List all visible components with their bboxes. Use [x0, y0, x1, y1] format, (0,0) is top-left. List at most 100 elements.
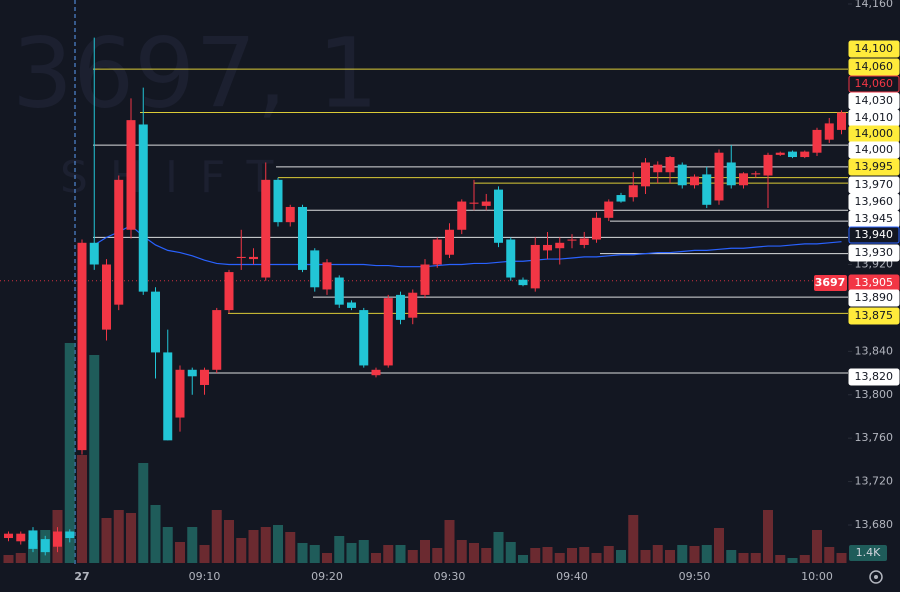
volume-bar [444, 520, 455, 563]
candle-body [408, 292, 418, 318]
level-label-box [848, 141, 900, 159]
volume-bar [89, 355, 100, 563]
candle-body [40, 539, 50, 553]
volume-bar [358, 540, 369, 563]
candle-body [163, 352, 173, 441]
volume-bar [542, 547, 553, 563]
volume-label-box [849, 545, 887, 561]
volume-bar [175, 542, 185, 563]
candle-body [371, 369, 381, 376]
level-tag-box [814, 275, 847, 291]
level-label-box [848, 368, 900, 386]
level-label-box [848, 193, 900, 211]
candle-body [726, 162, 736, 186]
volume-bar [701, 545, 712, 563]
level-label: 14,030 [855, 94, 894, 107]
candle-body [359, 310, 369, 366]
volume-bar [432, 548, 443, 563]
volume-bar [689, 546, 700, 563]
candle-body [89, 242, 99, 265]
candle-body [138, 124, 148, 292]
volume-bar [714, 528, 724, 563]
candle-body [4, 533, 13, 539]
volume-bar [420, 540, 430, 563]
candle-body [788, 151, 797, 158]
volume-bar [407, 550, 418, 563]
volume-bar [64, 343, 75, 563]
volume-bar [518, 555, 528, 563]
candle-body [702, 174, 712, 205]
candle-body [469, 202, 479, 204]
candle-body [310, 250, 320, 288]
candle-body [690, 176, 699, 186]
level-label: 14,100 [855, 42, 894, 55]
volume-bar [775, 555, 786, 563]
x-tick-label: 09:50 [679, 570, 711, 583]
candle-body [16, 533, 26, 542]
volume-bar [322, 553, 332, 563]
volume-bar [273, 525, 283, 563]
volume-bar [763, 510, 773, 563]
volume-bar [113, 510, 124, 563]
candle-body [151, 291, 160, 353]
candle-body [800, 151, 810, 158]
x-tick-label: 09:20 [311, 570, 343, 583]
candle-body [530, 244, 540, 289]
volume-bar [812, 530, 822, 563]
candle-body [543, 244, 552, 251]
candle-body [77, 242, 87, 451]
volume-bar [505, 542, 516, 563]
volume-bar [126, 513, 136, 563]
candle-body [616, 195, 626, 202]
volume-bar [665, 550, 675, 563]
candle-body [641, 162, 650, 187]
volume-bar [677, 545, 688, 563]
settings-button[interactable] [869, 570, 883, 584]
volume-bar [493, 532, 504, 563]
gear-icon[interactable] [869, 570, 883, 584]
level-label-box [848, 58, 900, 76]
volume-bar [236, 538, 247, 563]
candle-body [775, 152, 785, 155]
volume-bar [738, 553, 749, 563]
volume-bar [138, 463, 149, 563]
volume-bar [260, 527, 271, 563]
y-tick-label: 13,720 [855, 475, 894, 488]
level-label: 14,000 [855, 127, 894, 140]
candle-body [212, 310, 222, 370]
level-label: 13,960 [855, 195, 894, 208]
candle-body [114, 179, 124, 305]
candle-body [273, 179, 283, 223]
level-label-box [848, 244, 900, 262]
candle-body [763, 154, 773, 176]
y-tick-label: 13,680 [855, 518, 894, 531]
x-tick-label: 09:40 [556, 570, 588, 583]
candle-body [187, 369, 197, 377]
watermark-symbol: 3697, 1 [12, 17, 378, 129]
candle-body [200, 369, 209, 385]
volume-bar [554, 553, 565, 563]
candle-body [396, 294, 405, 320]
volume-bar [616, 550, 626, 563]
volume-label: 1.4K [856, 546, 881, 559]
candle-body [420, 264, 430, 295]
level-label: 14,000 [855, 143, 894, 156]
level-label-box [848, 226, 900, 244]
volume-bar [150, 505, 161, 563]
volume-bar [211, 510, 222, 563]
level-label: 14,060 [855, 60, 894, 73]
level-label-box [848, 176, 900, 194]
volume-bar [162, 527, 173, 563]
level-label: 13,930 [855, 246, 894, 259]
volume-bar [3, 555, 14, 563]
x-tick-label: 09:10 [189, 570, 221, 583]
candle-body [837, 112, 846, 130]
x-tick-label: 09:30 [434, 570, 466, 583]
candle-body [592, 217, 601, 240]
volume-bar [799, 555, 810, 563]
level-label: 14,010 [855, 111, 894, 124]
candle-body [494, 189, 503, 243]
gear-center[interactable] [874, 575, 878, 579]
candle-body [665, 157, 675, 173]
candle-body [175, 369, 185, 418]
